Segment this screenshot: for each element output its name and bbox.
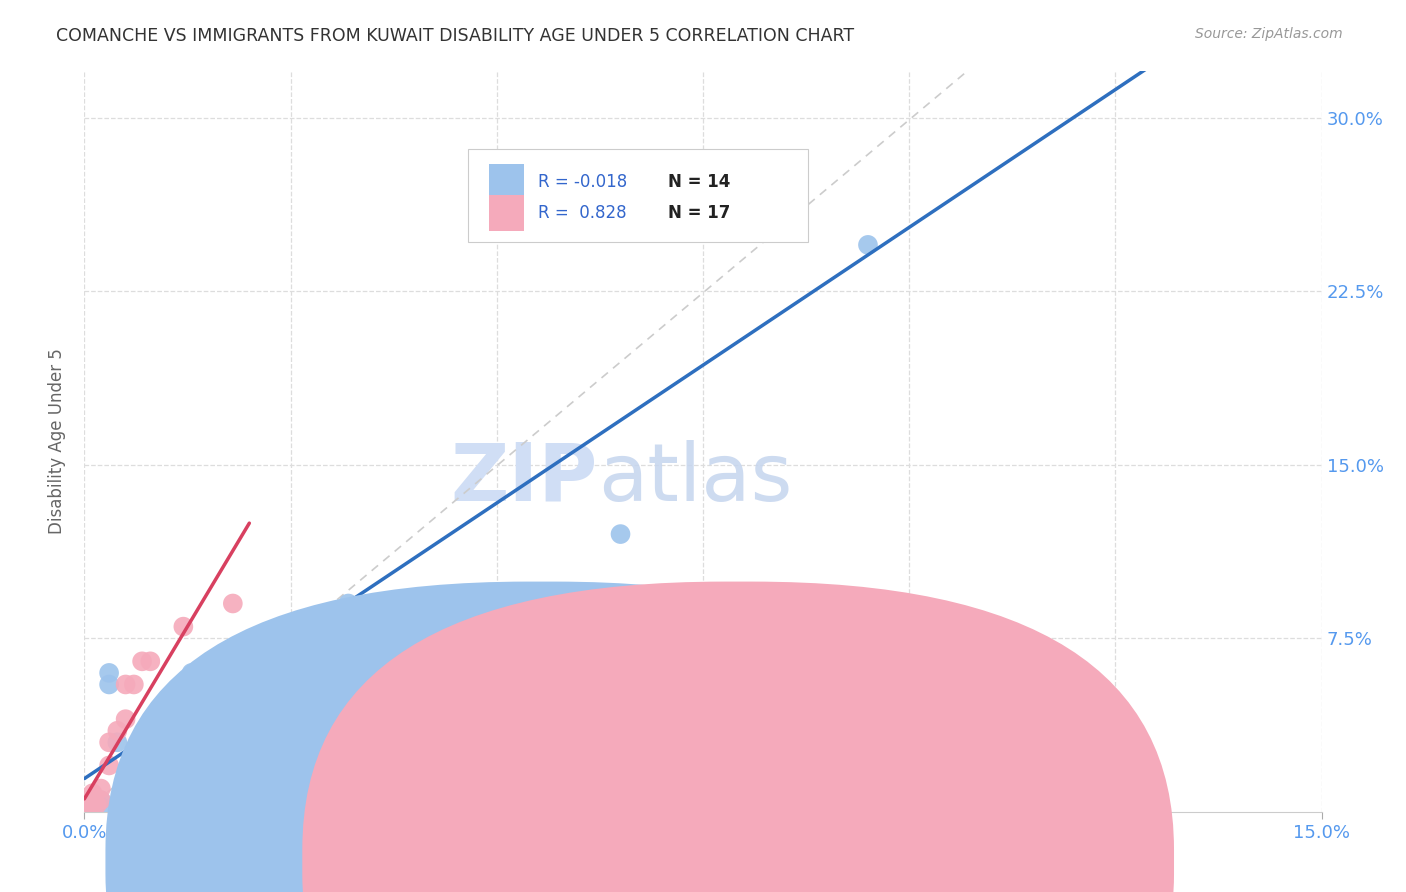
Point [114,677,136,691]
Point [856,238,879,252]
Point [139,654,162,668]
Point [82,793,104,807]
Point [98,758,121,772]
Text: Source: ZipAtlas.com: Source: ZipAtlas.com [1195,27,1343,41]
Text: R =  0.828: R = 0.828 [538,203,627,222]
Point [98,665,121,680]
Text: ZIP: ZIP [450,440,598,517]
Point [86,797,108,812]
Point [609,527,631,541]
Point [82,797,104,812]
Point [98,677,121,691]
Point [254,654,277,668]
FancyBboxPatch shape [302,582,1174,892]
Point [172,619,194,633]
Text: N = 14: N = 14 [668,173,731,191]
FancyBboxPatch shape [105,582,977,892]
Text: N = 17: N = 17 [668,203,731,222]
Y-axis label: Disability Age Under 5: Disability Age Under 5 [48,349,66,534]
Point [77,800,100,814]
Point [337,597,360,611]
Text: atlas: atlas [598,440,792,517]
Point [90,800,112,814]
Point [98,735,121,749]
Point [180,665,202,680]
Point [114,712,136,726]
FancyBboxPatch shape [489,195,523,230]
Text: COMANCHE VS IMMIGRANTS FROM KUWAIT DISABILITY AGE UNDER 5 CORRELATION CHART: COMANCHE VS IMMIGRANTS FROM KUWAIT DISAB… [56,27,855,45]
Point [105,723,128,738]
Text: R = -0.018: R = -0.018 [538,173,627,191]
FancyBboxPatch shape [468,149,808,242]
Point [485,677,508,691]
Text: Immigrants from Kuwait: Immigrants from Kuwait [763,853,963,871]
Point [105,735,128,749]
Point [666,169,689,183]
Point [82,786,104,800]
Point [122,677,145,691]
Point [90,793,112,807]
Text: Comanche: Comanche [567,853,655,871]
FancyBboxPatch shape [489,164,523,200]
Point [90,781,112,796]
Point [82,793,104,807]
Point [90,793,112,807]
Point [131,654,153,668]
Point [82,797,104,812]
Point [222,597,245,611]
